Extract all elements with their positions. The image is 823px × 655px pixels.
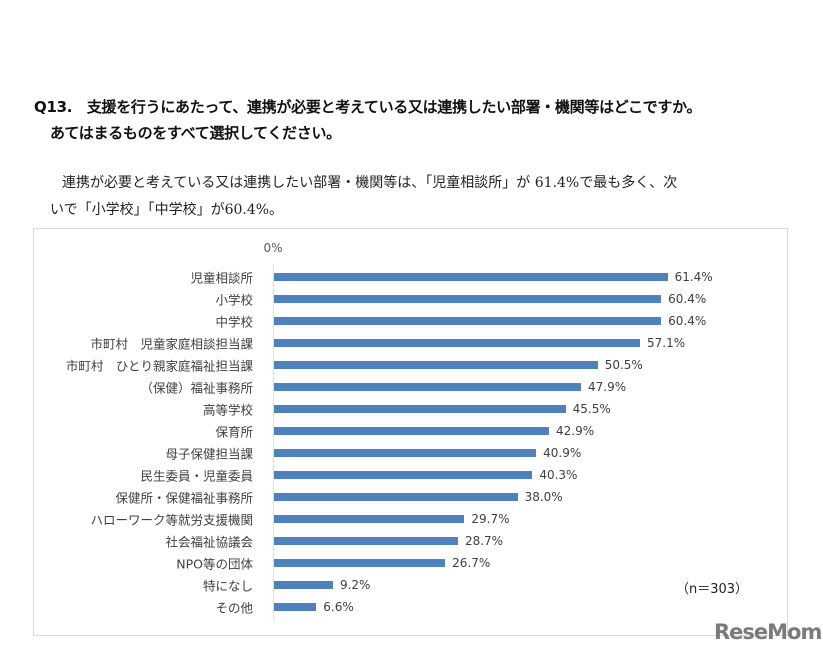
category-label: ハローワーク等就労支援機関 bbox=[90, 512, 253, 528]
question-line-1: Q13. 支援を行うにあたって、連携が必要と考えている又は連携したい部署・機関等… bbox=[34, 98, 702, 116]
data-label: 26.7% bbox=[452, 556, 491, 570]
bar bbox=[274, 449, 537, 457]
gridline bbox=[273, 264, 274, 620]
category-label: 母子保健担当課 bbox=[165, 446, 253, 462]
bar bbox=[274, 537, 458, 545]
bar bbox=[274, 295, 662, 303]
category-label: 小学校 bbox=[215, 292, 253, 308]
category-label: 児童相談所 bbox=[190, 270, 253, 286]
category-label: （保健）福祉事務所 bbox=[140, 380, 253, 396]
bar bbox=[274, 383, 582, 391]
category-label: 社会福祉協議会 bbox=[165, 534, 253, 550]
bar bbox=[274, 493, 518, 501]
data-label: 40.3% bbox=[539, 468, 578, 482]
category-label: 保育所 bbox=[215, 424, 253, 440]
chart-frame bbox=[33, 228, 788, 636]
category-label: 高等学校 bbox=[202, 402, 253, 418]
data-label: 61.4% bbox=[674, 270, 713, 284]
bar bbox=[274, 471, 533, 479]
bar bbox=[274, 581, 333, 589]
data-label: 47.9% bbox=[588, 380, 627, 394]
data-label: 57.1% bbox=[647, 336, 686, 350]
bar bbox=[274, 559, 446, 567]
bar bbox=[274, 603, 317, 611]
resemom-watermark-logo: ReseMom. bbox=[714, 620, 823, 644]
data-label: 50.5% bbox=[604, 358, 643, 372]
data-label: 60.4% bbox=[668, 292, 707, 306]
category-label: NPO等の団体 bbox=[176, 556, 253, 572]
data-label: 42.9% bbox=[555, 424, 595, 438]
data-label: 38.0% bbox=[524, 490, 563, 504]
data-label: 9.2% bbox=[339, 578, 371, 592]
data-label: 28.7% bbox=[464, 534, 504, 548]
category-label: 保健所・保健福祉事務所 bbox=[115, 490, 253, 506]
data-label: 45.5% bbox=[572, 402, 611, 416]
sample-size-annotation: （n＝303） bbox=[676, 582, 749, 597]
summary-line-1: 連携が必要と考えている又は連携したい部署・機関等は、「児童相談所」が 61.4%… bbox=[62, 175, 678, 191]
x-tick-label: 0% bbox=[263, 241, 283, 255]
category-label: 市町村 児童家庭相談担当課 bbox=[90, 336, 253, 352]
bar bbox=[274, 317, 662, 325]
question-line-2: あてはまるものをすべて選択してください。 bbox=[50, 124, 341, 142]
bar bbox=[274, 361, 598, 369]
data-label: 40.9% bbox=[543, 446, 582, 460]
category-label: 中学校 bbox=[215, 314, 253, 330]
bar bbox=[274, 427, 549, 435]
category-label: 民生委員・児童委員 bbox=[140, 468, 253, 484]
bar bbox=[274, 273, 668, 281]
bar bbox=[274, 405, 566, 413]
bar bbox=[274, 515, 465, 523]
data-label: 29.7% bbox=[471, 512, 510, 526]
data-label: 60.4% bbox=[668, 314, 707, 328]
category-label: 市町村 ひとり親家庭福祉担当課 bbox=[65, 358, 253, 374]
category-label: その他 bbox=[215, 600, 253, 616]
category-label: 特になし bbox=[202, 578, 253, 594]
bar bbox=[274, 339, 640, 347]
summary-line-2: いで「小学校」「中学校」が60.4%。 bbox=[50, 202, 284, 218]
data-label: 6.6% bbox=[323, 600, 354, 614]
